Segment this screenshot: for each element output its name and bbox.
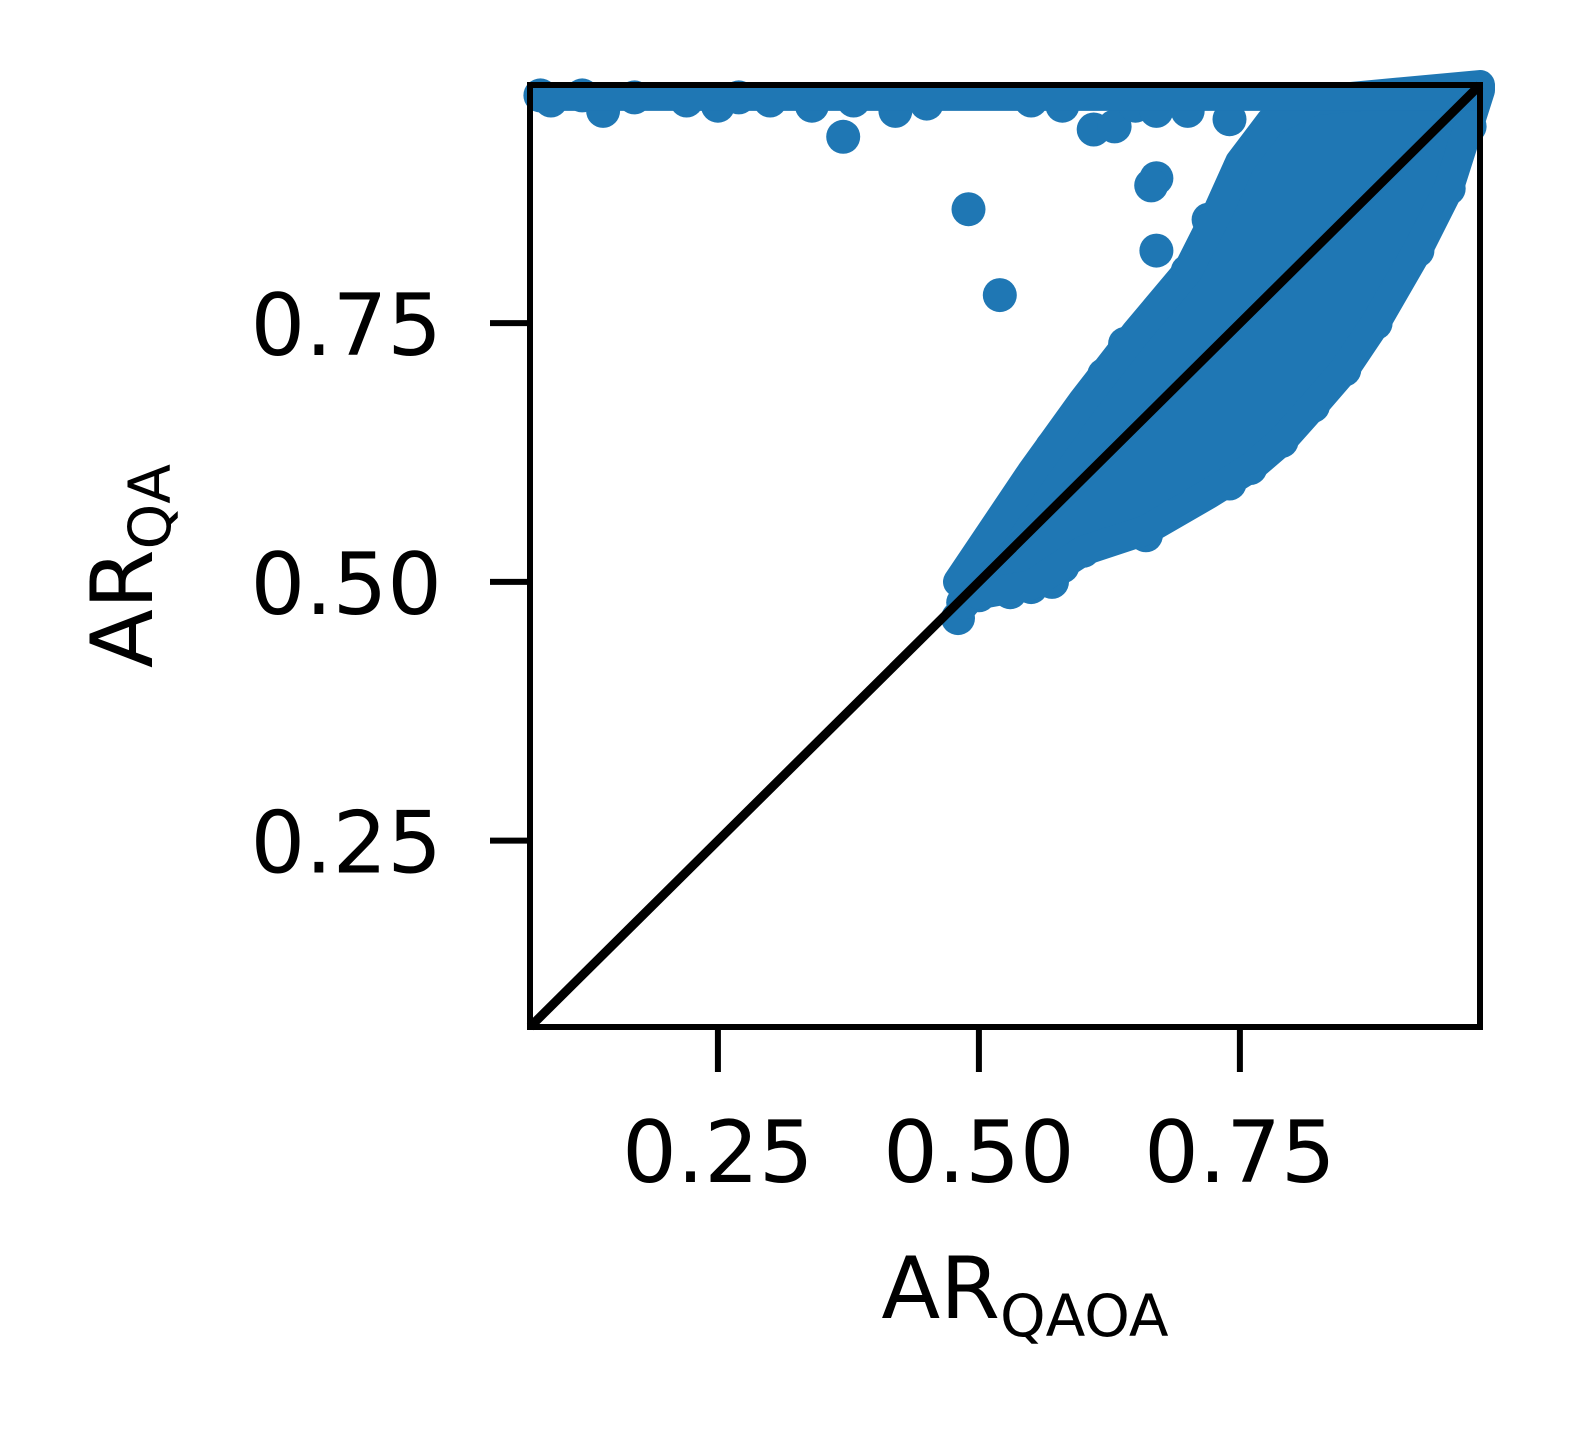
x-axis-label: ARQAOA [881,1239,1169,1350]
y-tick-label: 0.50 [251,535,442,635]
identity-reference-line [526,81,1484,1031]
scatter-point [1097,109,1132,144]
y-tick-label: 0.25 [251,794,442,894]
x-axis-label-subscript: QAOA [1000,1282,1169,1350]
x-axis-ticks: 0.25 0.50 0.75 [622,1027,1336,1203]
x-tick-label: 0.50 [883,1103,1074,1203]
y-axis-label-subscript: QA [116,464,184,550]
x-tick-label: 0.25 [622,1103,813,1203]
x-axis-label-main: AR [881,1239,1000,1339]
top-edge-point-cluster [530,85,1480,111]
y-axis-label-main: AR [73,549,173,668]
scatter-point [951,192,986,227]
x-tick-label: 0.75 [1144,1103,1335,1203]
y-tick-label: 0.75 [251,276,442,376]
scatter-point [1134,168,1169,203]
scatter-point [982,278,1017,313]
scatter-point [826,119,861,154]
y-axis-ticks: 0.25 0.50 0.75 [251,276,530,894]
plot-frame [527,82,1483,1030]
scatter-point [1139,233,1174,268]
y-axis-label: ARQA [73,464,184,668]
